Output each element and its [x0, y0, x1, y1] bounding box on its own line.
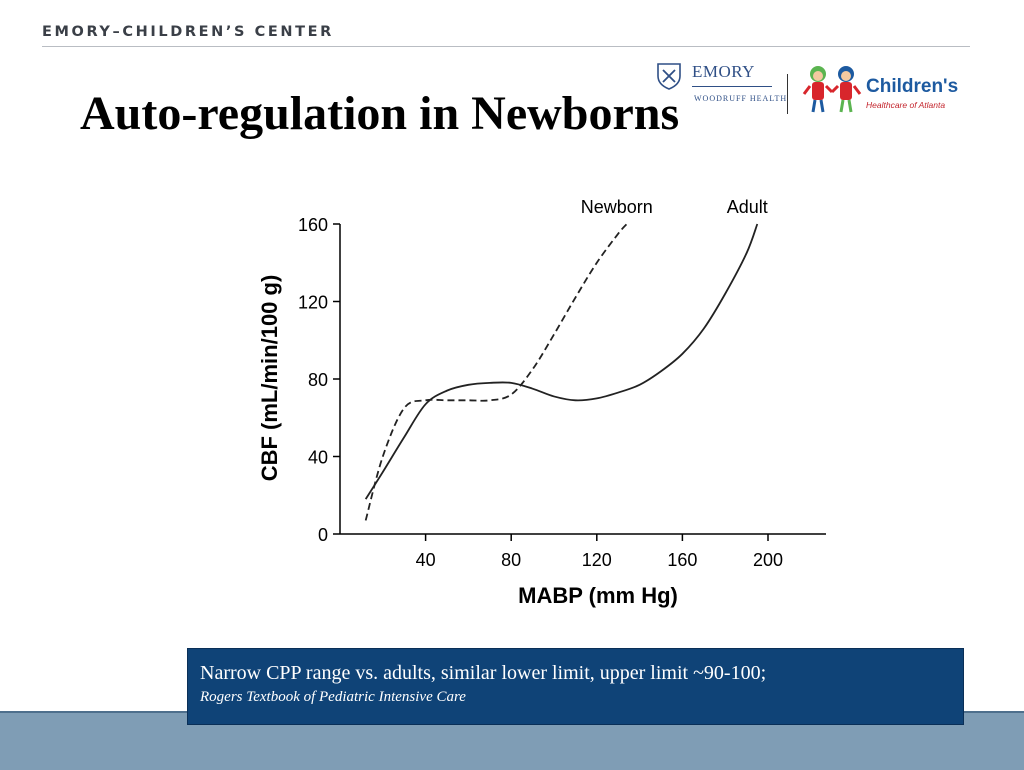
slide-title: Auto-regulation in Newborns: [80, 87, 680, 140]
note-text: Narrow CPP range vs. adults, similar low…: [200, 662, 767, 684]
childrens-logo-word: Children's: [866, 76, 959, 97]
childrens-logo-sub: Healthcare of Atlanta: [866, 100, 946, 110]
emory-shield-icon: [657, 63, 681, 90]
series-line-newborn: [364, 223, 628, 521]
y-tick-label: 0: [318, 525, 328, 545]
logo-group: EMORY WOODRUFF HEALTH Children's Healthc…: [652, 60, 982, 130]
chart-series: Newborn Adult: [364, 197, 768, 521]
note-source: Rogers Textbook of Pediatric Intensive C…: [200, 689, 466, 705]
y-tick-label: 120: [298, 293, 328, 313]
y-tick-label: 40: [308, 448, 328, 468]
x-tick-label: 40: [416, 550, 436, 570]
chart-axes: [339, 224, 826, 535]
logo-divider: [787, 74, 788, 114]
note-box: Narrow CPP range vs. adults, similar low…: [187, 648, 964, 725]
cbf-chart: 40 80 120 160 200 0 40 80 120 160 Newborn Adult MA…: [257, 197, 826, 608]
emory-logo-rule: [692, 86, 772, 87]
y-axis-label: CBF (mL/min/100 g): [257, 275, 282, 482]
org-header: EMORY–CHILDREN’S CENTER: [42, 24, 334, 40]
series-line-adult: [364, 223, 759, 500]
series-label-adult: Adult: [727, 197, 768, 217]
childrens-kids-icon: [802, 66, 862, 113]
emory-logo-word: EMORY: [692, 62, 755, 81]
chart-ticks: 40 80 120 160 200 0 40 80 120 160: [298, 215, 783, 570]
x-tick-label: 200: [753, 550, 783, 570]
emory-logo-sub: WOODRUFF HEALTH: [694, 94, 788, 103]
x-tick-label: 120: [582, 550, 612, 570]
x-tick-label: 80: [501, 550, 521, 570]
series-label-newborn: Newborn: [581, 197, 653, 217]
x-axis-label: MABP (mm Hg): [518, 583, 678, 608]
y-tick-label: 80: [308, 370, 328, 390]
y-tick-label: 160: [298, 215, 328, 235]
x-tick-label: 160: [667, 550, 697, 570]
header-divider: [42, 46, 970, 47]
